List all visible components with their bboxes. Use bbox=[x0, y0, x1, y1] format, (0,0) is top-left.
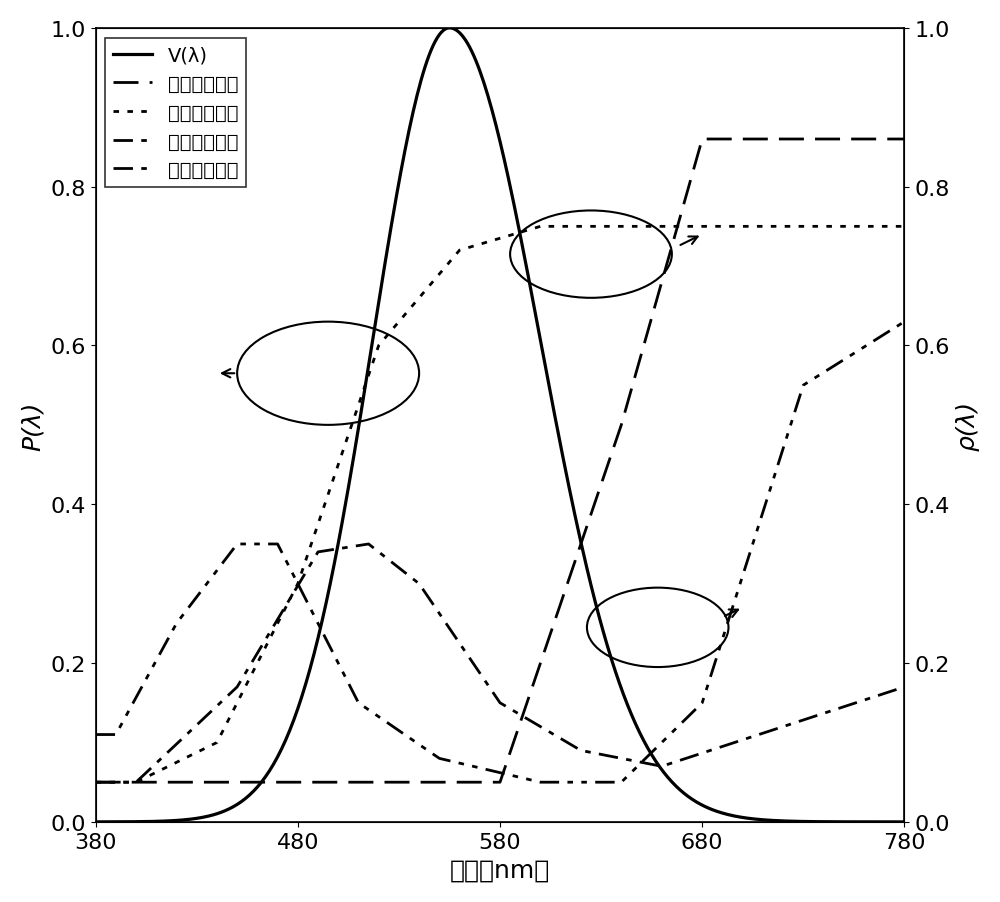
V(λ) bbox=[381, 248, 393, 259]
黄色样反射率 bbox=[607, 222, 619, 233]
绿色样反射率 bbox=[383, 555, 395, 566]
蓝色样反射率 bbox=[195, 586, 207, 597]
V(λ) bbox=[534, 336, 546, 346]
蓝色样反射率 bbox=[90, 730, 102, 741]
蓝色样反射率 bbox=[684, 710, 696, 721]
黄色样反射率 bbox=[195, 745, 207, 756]
V(λ) bbox=[195, 813, 207, 824]
红色样反射率 bbox=[898, 134, 910, 145]
蓝色样反射率 bbox=[534, 777, 546, 787]
V(λ) bbox=[684, 793, 696, 804]
黄色样反射率 bbox=[534, 222, 546, 233]
绿色样反射率 bbox=[498, 700, 510, 711]
黄色样反射率 bbox=[381, 331, 393, 342]
绿色样反射率 bbox=[898, 682, 910, 693]
绿色样反射率 bbox=[607, 751, 619, 762]
蓝色样反射率 bbox=[898, 317, 910, 327]
红色样反射率 bbox=[605, 450, 617, 461]
黄色样反射率 bbox=[898, 222, 910, 233]
Line: 绿色样反射率: 绿色样反射率 bbox=[96, 545, 904, 782]
蓝色样反射率 bbox=[496, 768, 508, 778]
黄色样反射率 bbox=[90, 777, 102, 787]
Line: 蓝色样反射率: 蓝色样反射率 bbox=[96, 322, 904, 782]
绿色样反射率 bbox=[90, 777, 102, 787]
Y-axis label: ρ(λ): ρ(λ) bbox=[955, 400, 979, 450]
Line: V(λ): V(λ) bbox=[96, 29, 904, 822]
红色样反射率 bbox=[90, 777, 102, 787]
黄色样反射率 bbox=[684, 222, 696, 233]
Line: 红色样反射率: 红色样反射率 bbox=[96, 140, 904, 782]
V(λ) bbox=[90, 816, 102, 827]
红色样反射率 bbox=[696, 134, 708, 145]
蓝色样反射率 bbox=[607, 777, 619, 787]
红色样反射率 bbox=[195, 777, 207, 787]
绿色样反射率 bbox=[684, 751, 696, 762]
Line: 黄色样反射率: 黄色样反射率 bbox=[96, 227, 904, 782]
Legend: V(λ), 红色样反射率, 黄色样反射率, 绿色样反射率, 蓝色样反射率: V(λ), 红色样反射率, 黄色样反射率, 绿色样反射率, 蓝色样反射率 bbox=[105, 39, 246, 188]
X-axis label: 波长（nm）: 波长（nm） bbox=[450, 857, 550, 881]
Y-axis label: P(λ): P(λ) bbox=[21, 400, 45, 450]
绿色样反射率 bbox=[195, 716, 207, 727]
蓝色样反射率 bbox=[532, 777, 544, 787]
蓝色样反射率 bbox=[381, 717, 393, 728]
黄色样反射率 bbox=[496, 233, 508, 244]
红色样反射率 bbox=[496, 771, 508, 782]
V(λ) bbox=[607, 659, 619, 670]
绿色样反射率 bbox=[363, 539, 375, 550]
V(λ) bbox=[898, 816, 910, 827]
绿色样反射率 bbox=[534, 722, 546, 732]
红色样反射率 bbox=[682, 184, 694, 195]
V(λ) bbox=[443, 23, 455, 34]
V(λ) bbox=[498, 154, 510, 165]
黄色样反射率 bbox=[532, 222, 544, 233]
红色样反射率 bbox=[532, 664, 544, 675]
红色样反射率 bbox=[381, 777, 393, 787]
